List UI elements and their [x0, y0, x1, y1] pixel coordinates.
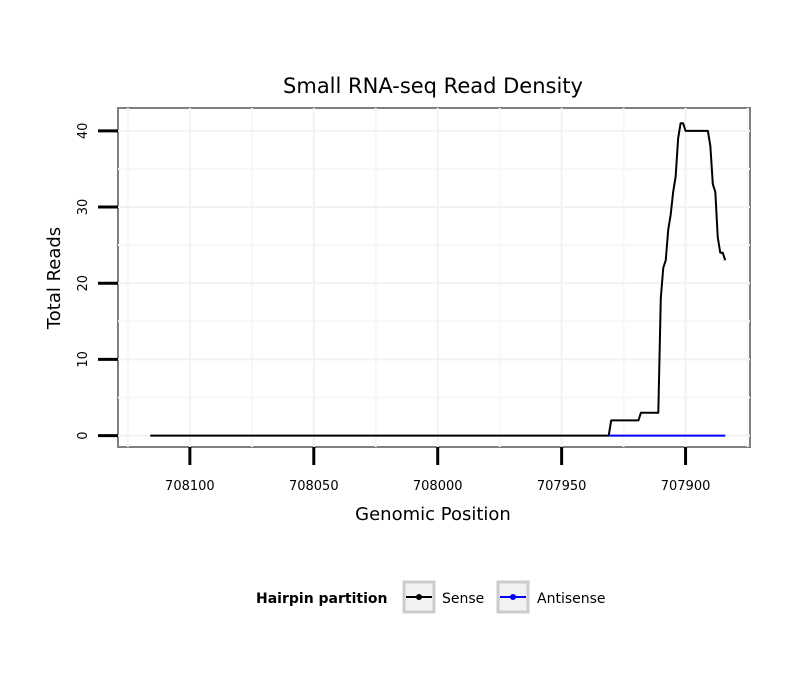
legend-item-antisense: Antisense [496, 580, 606, 614]
legend-item-sense: Sense [402, 580, 484, 614]
y-tick-label: 0 [76, 431, 91, 439]
x-tick-label: 708000 [413, 479, 463, 494]
legend-label-sense: Sense [442, 591, 484, 607]
x-axis: 708100 708050 708000 707950 707900 [165, 447, 710, 494]
legend-label-antisense: Antisense [537, 591, 606, 607]
x-tick-label: 707900 [661, 479, 711, 494]
x-tick-label: 708100 [165, 479, 215, 494]
series-layer [150, 122, 727, 437]
legend-title: Hairpin partition [256, 591, 387, 607]
legend-dot-sense [416, 594, 422, 600]
y-axis: 0 10 20 30 40 [76, 123, 118, 440]
y-tick-label: 10 [76, 351, 91, 368]
x-axis-title: Genomic Position [355, 504, 511, 525]
x-tick-label: 708050 [289, 479, 339, 494]
series-line-sense [150, 122, 727, 437]
x-tick-label: 707950 [537, 479, 587, 494]
y-tick-label: 30 [76, 199, 91, 216]
y-tick-label: 20 [76, 275, 91, 292]
y-tick-label: 40 [76, 123, 91, 140]
legend-dot-antisense [510, 594, 516, 600]
chart-title: Small RNA-seq Read Density [283, 74, 583, 98]
plot-panel [117, 107, 751, 448]
grid-lines [118, 108, 750, 447]
legend: Hairpin partition Sense Antisense [256, 580, 606, 614]
y-axis-title: Total Reads [44, 227, 65, 330]
